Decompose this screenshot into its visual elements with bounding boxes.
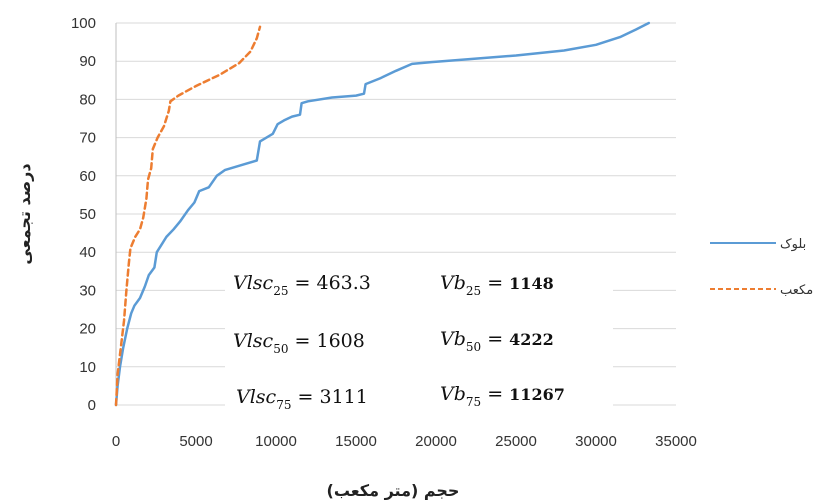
- series-line-cube: [114, 25, 262, 407]
- x-tick-label: 20000: [415, 433, 457, 450]
- x-tick-label: 25000: [495, 433, 537, 450]
- y-tick-label: 30: [79, 282, 96, 299]
- gridlines: [115, 22, 676, 406]
- annotation-vb50: Vb50 = 4222: [440, 328, 554, 354]
- y-tick-label: 40: [79, 244, 96, 261]
- y-tick-label: 60: [79, 168, 96, 185]
- x-axis-title: حجم (متر مکعب): [327, 481, 460, 500]
- annotation-vb75: Vb75 = 11267: [440, 383, 565, 409]
- y-tick-label: 10: [79, 359, 96, 376]
- x-tick-label: 0: [112, 433, 120, 450]
- y-tick-label: 80: [79, 91, 96, 108]
- x-tick-label: 35000: [655, 433, 697, 450]
- y-tick-label: 90: [79, 53, 96, 70]
- x-tick-label: 15000: [335, 433, 377, 450]
- y-tick-label: 100: [71, 15, 96, 32]
- annotation-vb25: Vb25 = 1148: [440, 272, 554, 298]
- annotation-vlsc25: Vlsc25 = 463.3: [233, 272, 371, 298]
- annotation-box: [225, 256, 613, 422]
- legend-label-cube: مکعب: [780, 283, 813, 298]
- y-tick-label: 20: [79, 321, 96, 338]
- x-tick-label: 5000: [179, 433, 212, 450]
- annotation-vlsc50: Vlsc50 = 1608: [233, 330, 365, 356]
- x-tick-label: 30000: [575, 433, 617, 450]
- y-tick-labels: 0 10 20 30 40 50 60 70 80 90 100: [71, 15, 96, 414]
- y-axis-title: درصد تجمعی: [15, 163, 34, 264]
- data-series: [114, 21, 651, 407]
- y-tick-label: 70: [79, 130, 96, 147]
- series-line-block: [114, 21, 651, 407]
- x-tick-labels: 0 5000 10000 15000 20000 25000 30000 35000: [112, 433, 697, 450]
- y-tick-label: 50: [79, 206, 96, 223]
- y-tick-label: 0: [88, 397, 96, 414]
- annotation-vlsc75: Vlsc75 = 3111: [236, 386, 368, 412]
- x-tick-label: 10000: [255, 433, 297, 450]
- legend-label-block: بلوک: [780, 237, 806, 252]
